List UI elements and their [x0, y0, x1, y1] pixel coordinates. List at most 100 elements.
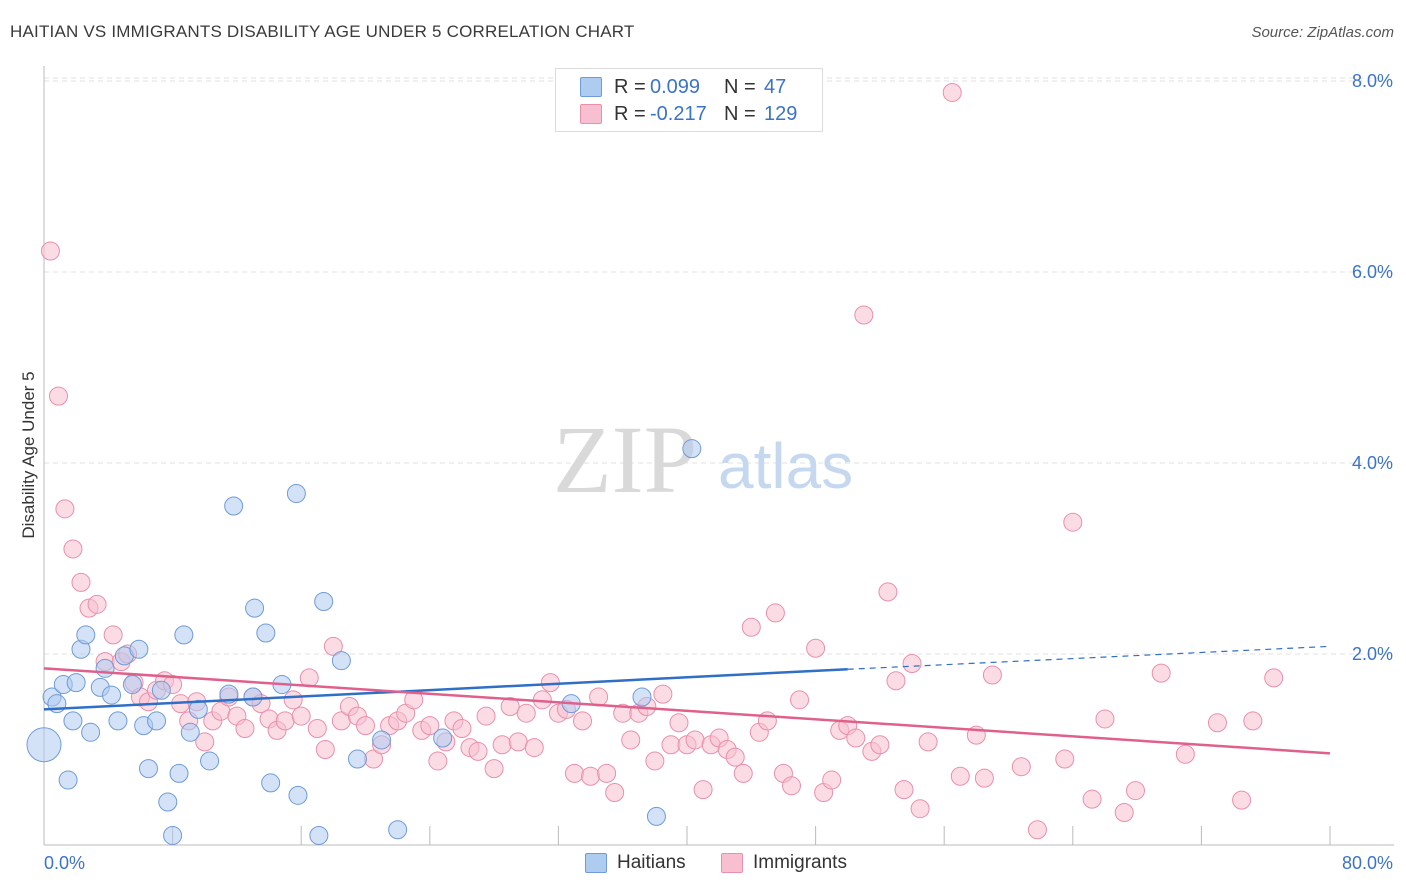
- immigrant-point: [275, 711, 295, 731]
- legend-n-label: N =: [724, 75, 756, 98]
- haitian-point: [331, 651, 351, 671]
- haitian-point: [347, 749, 367, 769]
- haitian-point: [243, 687, 263, 707]
- correlation-legend: R = 0.099 N = 47 R = -0.217 N = 129: [555, 68, 823, 132]
- immigrant-point: [356, 716, 375, 736]
- haitian-point: [147, 711, 167, 731]
- haitian-trend-line: [43, 668, 848, 711]
- immigrant-point: [854, 305, 874, 325]
- bottom-legend-swatch-immigrants: [721, 853, 743, 873]
- bottom-legend-immigrants[interactable]: Immigrants: [721, 852, 847, 874]
- y-tick-label: 6.0%: [1352, 262, 1393, 282]
- haitian-point: [682, 439, 702, 459]
- immigrant-point: [765, 603, 785, 623]
- immigrant-point: [508, 732, 528, 752]
- haitian-point: [63, 711, 83, 731]
- immigrant-point: [894, 780, 914, 800]
- immigrant-point: [982, 665, 1002, 685]
- immigrant-point: [910, 799, 930, 819]
- immigrant-point: [581, 766, 601, 786]
- immigrant-point: [589, 687, 609, 707]
- immigrant-point: [846, 728, 866, 748]
- haitian-point: [224, 496, 244, 516]
- immigrant-point: [315, 740, 335, 759]
- y-tick-label: 4.0%: [1352, 453, 1393, 473]
- bottom-legend-label-immigrants: Immigrants: [753, 852, 847, 873]
- immigrant-point: [878, 582, 898, 602]
- immigrant-point: [564, 763, 584, 783]
- immigrant-point: [790, 690, 810, 710]
- immigrant-point: [950, 766, 970, 786]
- immigrant-point: [605, 782, 625, 802]
- immigrant-point: [1011, 757, 1031, 777]
- haitian-point: [219, 684, 239, 704]
- haitian-point: [433, 728, 453, 748]
- immigrant-point: [669, 713, 689, 733]
- immigrant-point: [597, 763, 617, 783]
- immigrant-point: [283, 690, 303, 710]
- immigrant-point: [573, 711, 593, 731]
- haitian-point: [174, 625, 194, 645]
- immigrant-point: [1264, 668, 1284, 688]
- immigrant-point: [87, 594, 107, 614]
- haitian-point: [58, 770, 78, 790]
- haitian-point: [256, 623, 276, 643]
- immigrant-point: [653, 684, 673, 704]
- bottom-legend-swatch-haitians: [585, 853, 607, 873]
- grid-lines: [44, 77, 1394, 655]
- haitian-trend-extension: [847, 645, 1331, 670]
- legend-n-value: 47: [764, 75, 787, 98]
- immigrant-point: [1027, 820, 1047, 840]
- haitian-point: [138, 759, 158, 779]
- immigrant-point: [733, 763, 753, 783]
- immigrant-point: [48, 386, 68, 406]
- immigrant-point: [1207, 713, 1227, 733]
- immigrant-trend-line: [43, 667, 1331, 755]
- source-label: Source: ZipAtlas.com: [1251, 24, 1394, 41]
- immigrant-point: [870, 735, 890, 755]
- immigrant-point: [484, 759, 504, 779]
- y-tick-label: 8.0%: [1352, 71, 1393, 91]
- immigrant-point: [1095, 709, 1115, 729]
- immigrant-point: [103, 625, 123, 645]
- haitian-point: [66, 673, 86, 693]
- immigrant-point: [781, 776, 801, 796]
- immigrant-point: [1055, 749, 1075, 769]
- immigrant-point: [307, 718, 327, 738]
- immigrant-point: [1243, 711, 1263, 731]
- legend-row-immigrants: R = -0.217 N = 129: [580, 101, 797, 127]
- watermark-atlas: atlas: [718, 430, 853, 502]
- immigrant-point: [725, 747, 745, 767]
- y-tick-label: 2.0%: [1352, 644, 1393, 664]
- haitian-point: [261, 773, 281, 793]
- legend-row-haitians: R = 0.099 N = 47: [580, 74, 786, 100]
- immigrant-point: [918, 732, 938, 752]
- data-points: [26, 82, 1284, 845]
- legend-swatch-haitians: [580, 77, 602, 97]
- immigrant-point: [524, 738, 544, 758]
- haitian-point: [169, 763, 189, 783]
- immigrant-point: [1063, 512, 1083, 532]
- immigrant-point: [822, 770, 842, 790]
- immigrant-point: [195, 732, 215, 752]
- bottom-legend-haitians[interactable]: Haitians: [585, 852, 686, 874]
- legend-swatch-immigrants: [580, 104, 602, 124]
- chart-title: HAITIAN VS IMMIGRANTS DISABILITY AGE UND…: [10, 22, 635, 41]
- immigrant-point: [886, 671, 906, 691]
- haitian-point: [388, 820, 408, 840]
- immigrant-point: [1151, 663, 1171, 683]
- immigrant-point: [621, 730, 641, 750]
- y-axis-title: Disability Age Under 5: [19, 371, 38, 538]
- immigrant-point: [428, 751, 448, 771]
- haitian-point: [129, 639, 149, 659]
- haitian-point: [26, 727, 62, 763]
- haitian-point: [122, 675, 142, 695]
- immigrant-point: [1114, 803, 1134, 823]
- immigrant-point: [299, 668, 319, 688]
- haitian-point: [163, 825, 183, 845]
- immigrant-point: [476, 706, 496, 726]
- haitian-point: [200, 751, 220, 771]
- bottom-legend-label-haitians: Haitians: [617, 852, 686, 873]
- axes: [43, 66, 1394, 846]
- immigrant-point: [71, 572, 91, 592]
